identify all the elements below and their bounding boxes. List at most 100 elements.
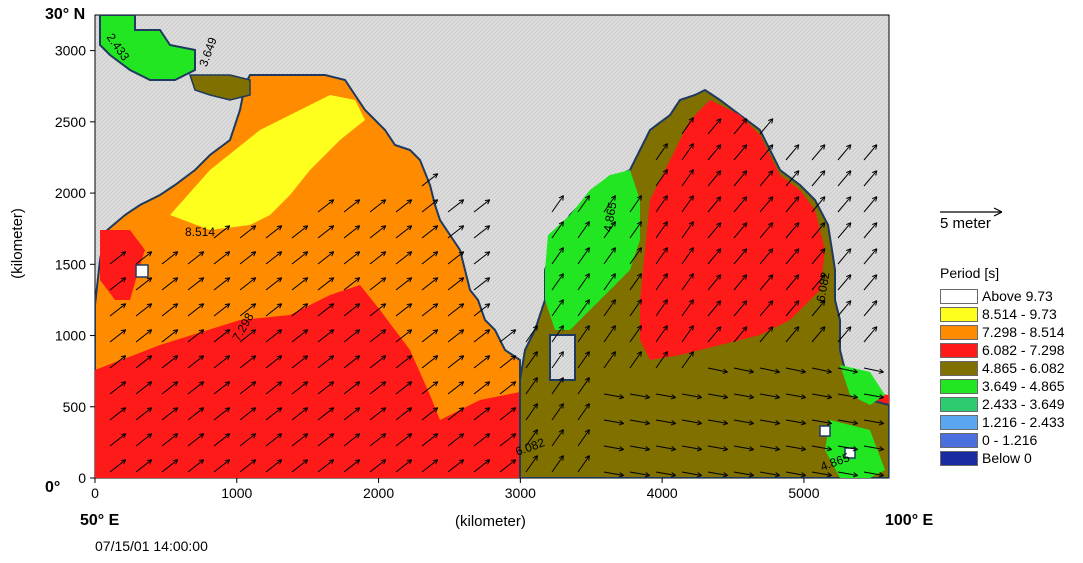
vector-arrow xyxy=(109,407,127,421)
vector-arrow xyxy=(733,300,748,317)
vector-arrow xyxy=(785,248,800,265)
vector-arrow xyxy=(395,277,413,291)
vector-arrow xyxy=(811,367,832,373)
vector-arrow-head xyxy=(328,355,335,361)
vector-arrow xyxy=(265,225,283,239)
vector-arrow xyxy=(759,326,774,343)
vector-arrow-head xyxy=(302,277,309,283)
vector-arrow-head xyxy=(250,381,257,387)
vector-arrow-head xyxy=(872,196,878,202)
vector-arrow-head xyxy=(768,248,774,254)
vector-arrow xyxy=(863,326,878,343)
vector-arrow-head xyxy=(716,196,722,202)
vector-arrow xyxy=(837,393,858,398)
vector-arrow-head xyxy=(250,459,257,465)
vector-arrow xyxy=(707,248,722,265)
vector-arrow-head xyxy=(328,433,335,439)
vector-arrow-head xyxy=(768,300,774,306)
legend-swatch xyxy=(940,433,978,448)
vector-arrow-head xyxy=(432,433,439,439)
vector-arrow xyxy=(759,393,780,398)
vector-arrow xyxy=(317,433,335,447)
vector-arrow-head xyxy=(510,407,517,413)
vector-arrow xyxy=(629,419,650,424)
vector-arrow xyxy=(239,251,257,265)
vector-arrow-head xyxy=(688,117,694,123)
legend-item: 3.649 - 4.865 xyxy=(940,378,1080,396)
vector-arrow-head xyxy=(354,303,361,309)
vector-arrow-head xyxy=(380,303,387,309)
vector-arrow-head xyxy=(636,299,642,305)
vector-arrow-head xyxy=(224,329,231,335)
vector-arrow-head xyxy=(120,303,127,309)
vector-arrow xyxy=(733,144,748,161)
vector-arrow xyxy=(421,173,439,187)
vector-arrow xyxy=(369,251,387,265)
vector-arrow-head xyxy=(146,329,153,335)
vector-arrow xyxy=(577,325,590,343)
vector-arrow xyxy=(733,170,748,187)
vector-arrow-head xyxy=(484,459,491,465)
vector-arrow xyxy=(681,325,694,343)
vector-arrow xyxy=(629,247,642,265)
vector-arrow-head xyxy=(852,394,858,400)
y-tick-label: 500 xyxy=(63,399,87,415)
vector-arrow xyxy=(655,299,668,317)
vector-arrow xyxy=(213,303,231,317)
vector-arrow xyxy=(525,455,538,473)
vector-arrow xyxy=(681,117,694,135)
vector-arrow xyxy=(785,326,800,343)
x-axis-label: (kilometer) xyxy=(455,513,526,530)
vector-arrow xyxy=(343,433,361,447)
vector-arrow xyxy=(577,247,590,265)
vector-arrow xyxy=(213,329,231,343)
vector-arrow-head xyxy=(820,300,826,306)
vector-arrow xyxy=(837,274,852,291)
vector-arrow xyxy=(837,326,852,343)
vector-arrow xyxy=(733,248,748,265)
vector-arrow xyxy=(759,419,780,424)
vector-arrow xyxy=(109,459,127,473)
vector-arrow xyxy=(759,300,774,317)
vector-arrow-head xyxy=(532,455,538,461)
vector-arrow-head xyxy=(872,274,878,280)
vector-arrow-head xyxy=(722,446,728,452)
vector-arrow xyxy=(239,303,257,317)
vector-arrow xyxy=(785,393,806,398)
vector-arrow-head xyxy=(794,274,800,280)
vector-arrow xyxy=(187,329,205,343)
vector-arrow-head xyxy=(172,329,179,335)
vector-arrow-head xyxy=(380,407,387,413)
vector-arrow xyxy=(369,303,387,317)
region-gulf xyxy=(99,15,196,81)
vector-arrow-head xyxy=(354,251,361,257)
vector-arrow-head xyxy=(172,355,179,361)
vector-arrow-head xyxy=(688,143,694,149)
vector-arrow-head xyxy=(872,300,878,306)
vector-arrow-head xyxy=(328,329,335,335)
vector-arrow-head xyxy=(328,225,335,231)
y-tick-label: 0 xyxy=(78,470,86,486)
vector-arrow xyxy=(161,407,179,421)
vector-arrow xyxy=(733,326,748,343)
vector-arrow-head xyxy=(380,355,387,361)
vector-arrow-head xyxy=(328,303,335,309)
vector-arrow-head xyxy=(688,325,694,331)
vector-arrow-head xyxy=(558,247,564,253)
vector-arrow xyxy=(759,274,774,291)
vector-arrow xyxy=(421,407,439,421)
vector-arrow-head xyxy=(250,433,257,439)
vector-arrow-head xyxy=(852,472,858,478)
vector-arrow xyxy=(135,251,153,265)
vector-arrow xyxy=(473,303,491,317)
vector-arrow xyxy=(369,407,387,421)
vector-arrow xyxy=(863,300,878,317)
vector-arrow-head xyxy=(146,355,153,361)
vector-arrow xyxy=(395,251,413,265)
vector-arrow-head xyxy=(406,277,413,283)
legend-title: Period [s] xyxy=(940,265,1000,281)
vector-arrow xyxy=(239,459,257,473)
vector-arrow-head xyxy=(276,303,283,309)
vector-arrow-head xyxy=(670,394,676,400)
